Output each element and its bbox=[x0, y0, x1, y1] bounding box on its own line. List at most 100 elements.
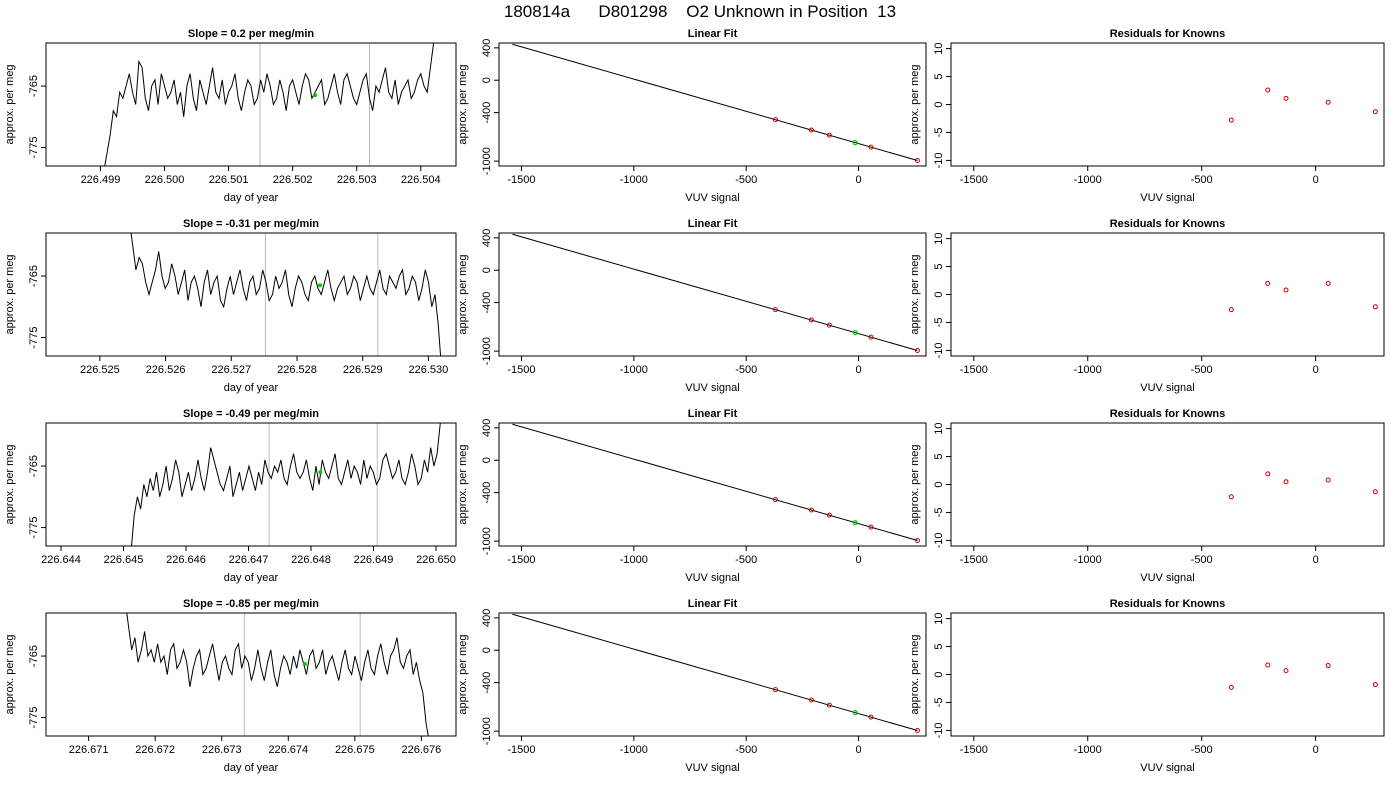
x-tick-label: -1000 bbox=[620, 364, 648, 376]
x-tick-label: 226.671 bbox=[69, 744, 109, 756]
y-tick-label: -1000 bbox=[481, 717, 493, 745]
fit-line bbox=[512, 233, 918, 351]
x-tick-label: 226.645 bbox=[104, 554, 144, 566]
time-series-panel-row-2: Slope = -0.31 per meg/min 226.525 226.526 2… bbox=[4, 218, 457, 394]
plot-frame bbox=[950, 612, 1385, 737]
y-tick-label: 10 bbox=[933, 422, 945, 434]
y-tick-label: -765 bbox=[28, 265, 40, 287]
residual-point bbox=[1283, 95, 1289, 101]
y-tick-label: 400 bbox=[481, 609, 493, 627]
y-tick-label: -765 bbox=[28, 75, 40, 97]
y-tick-label: -775 bbox=[28, 327, 40, 349]
y-tick-label: 10 bbox=[933, 42, 945, 54]
known-point bbox=[826, 702, 832, 708]
plot-area bbox=[512, 613, 920, 733]
y-tick-label: 400 bbox=[481, 229, 493, 247]
plot-frame bbox=[498, 42, 927, 167]
residual-point bbox=[1325, 280, 1331, 286]
y-tick-label: -10 bbox=[933, 152, 945, 168]
y-tick-label: -10 bbox=[933, 342, 945, 358]
plot-area bbox=[512, 233, 920, 353]
x-tick-label: -1500 bbox=[507, 174, 535, 186]
x-tick-label: -1500 bbox=[507, 554, 535, 566]
residual-point bbox=[1283, 479, 1289, 485]
x-tick-label: 226.502 bbox=[273, 174, 313, 186]
unknown-point bbox=[852, 520, 858, 526]
unknown-point bbox=[318, 470, 323, 475]
plot-frame bbox=[45, 422, 457, 547]
plot-area bbox=[1228, 662, 1378, 690]
x-axis-label: VUV signal bbox=[685, 382, 739, 394]
x-tick-label: 226.647 bbox=[229, 554, 269, 566]
x-axis-label: VUV signal bbox=[685, 192, 739, 204]
y-axis-label: approx. per meg bbox=[4, 254, 16, 334]
y-axis-label: approx. per meg bbox=[457, 444, 469, 524]
y-tick-label: -5 bbox=[933, 508, 945, 518]
unknown-point bbox=[852, 330, 858, 336]
y-tick-label: 5 bbox=[933, 643, 945, 649]
panel-title: Residuals for Knowns bbox=[1110, 598, 1226, 610]
x-axis-label: VUV signal bbox=[685, 572, 739, 584]
x-tick-label: 0 bbox=[856, 554, 862, 566]
unknown-point bbox=[302, 662, 307, 667]
y-tick-label: -400 bbox=[481, 102, 493, 124]
x-tick-label: 0 bbox=[1313, 364, 1319, 376]
residual-point bbox=[1265, 87, 1271, 93]
x-tick-label: -500 bbox=[1191, 744, 1213, 756]
x-tick-label: 226.644 bbox=[41, 554, 81, 566]
residuals-panel-row-2: Residuals for Knowns -1500 -1000 -500 0 VUV s… bbox=[909, 218, 1385, 394]
panel-title: Residuals for Knowns bbox=[1110, 408, 1226, 420]
x-tick-label: 0 bbox=[1313, 744, 1319, 756]
y-tick-label: 400 bbox=[481, 419, 493, 437]
plot-frame bbox=[498, 422, 927, 547]
x-tick-label: 226.527 bbox=[211, 364, 251, 376]
plot-frame bbox=[498, 612, 927, 737]
plot-area bbox=[126, 613, 429, 736]
panel-title: Slope = -0.85 per meg/min bbox=[183, 598, 319, 610]
residual-point bbox=[1283, 287, 1289, 293]
y-tick-label: -775 bbox=[28, 707, 40, 729]
panel-title: Slope = -0.31 per meg/min bbox=[183, 218, 319, 230]
residual-point bbox=[1228, 307, 1234, 313]
known-point bbox=[772, 307, 778, 313]
y-tick-label: -5 bbox=[933, 128, 945, 138]
plot-area bbox=[1228, 280, 1378, 313]
panel-title: Slope = -0.49 per meg/min bbox=[183, 408, 319, 420]
known-point bbox=[826, 322, 832, 328]
y-tick-label: -1000 bbox=[481, 147, 493, 175]
panel-title: Linear Fit bbox=[688, 218, 738, 230]
data-trace bbox=[126, 613, 429, 736]
known-point bbox=[772, 687, 778, 693]
x-tick-label: 226.649 bbox=[354, 554, 394, 566]
x-tick-label: -1000 bbox=[620, 554, 648, 566]
x-tick-label: 226.674 bbox=[268, 744, 308, 756]
y-tick-label: -10 bbox=[933, 722, 945, 738]
panel-title: Residuals for Knowns bbox=[1110, 218, 1226, 230]
panel-title: Slope = 0.2 per meg/min bbox=[188, 28, 315, 40]
y-tick-label: -5 bbox=[933, 318, 945, 328]
y-axis-label: approx. per meg bbox=[4, 64, 16, 144]
x-tick-label: -1000 bbox=[1074, 554, 1102, 566]
residual-point bbox=[1372, 682, 1378, 688]
y-tick-label: -400 bbox=[481, 482, 493, 504]
time-series-panel-row-3: Slope = -0.49 per meg/min 226.644 226.645 2… bbox=[4, 408, 457, 584]
residual-point bbox=[1325, 663, 1331, 669]
y-tick-label: 0 bbox=[933, 671, 945, 677]
residuals-panel-row-1: Residuals for Knowns -1500 -1000 -500 0 VUV s… bbox=[909, 28, 1385, 204]
y-axis-label: approx. per meg bbox=[4, 444, 16, 524]
x-tick-label: 226.672 bbox=[135, 744, 175, 756]
y-axis-label: approx. per meg bbox=[909, 254, 921, 334]
known-point bbox=[914, 347, 920, 353]
y-axis-label: approx. per meg bbox=[457, 634, 469, 714]
plot-frame bbox=[950, 422, 1385, 547]
known-point bbox=[808, 697, 814, 703]
x-tick-label: 226.501 bbox=[209, 174, 249, 186]
x-tick-label: 0 bbox=[1313, 554, 1319, 566]
fit-line bbox=[512, 423, 918, 541]
x-tick-label: 226.525 bbox=[80, 364, 120, 376]
plot-frame bbox=[45, 42, 457, 167]
y-tick-label: 5 bbox=[933, 263, 945, 269]
x-axis-label: day of year bbox=[224, 192, 279, 204]
y-tick-label: -10 bbox=[933, 532, 945, 548]
